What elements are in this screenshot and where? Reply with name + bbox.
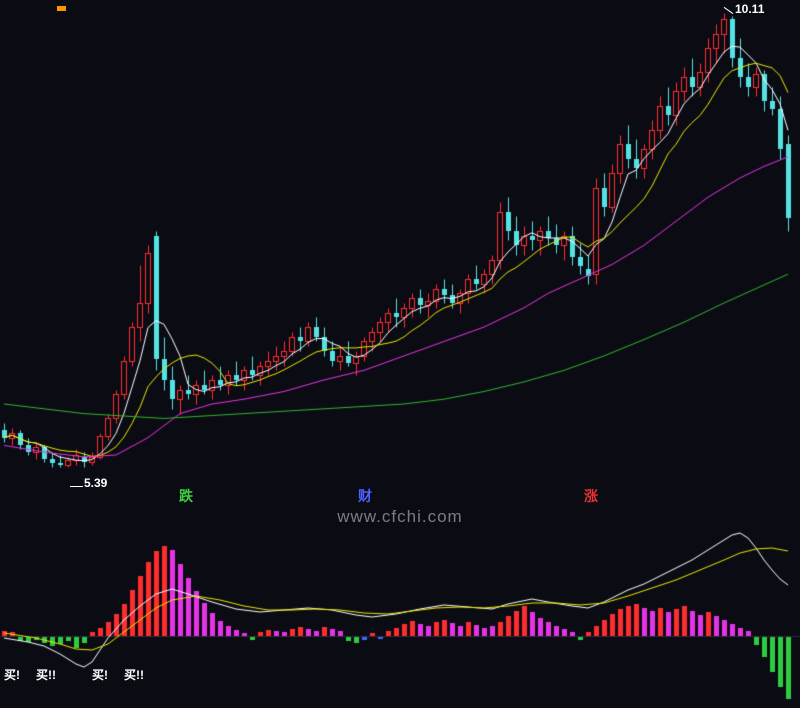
site-watermark: www.cfchi.com	[337, 507, 463, 526]
buy-signal-label: 买!	[4, 668, 20, 682]
tag-die: 跌	[179, 488, 193, 504]
macd-canvas[interactable]	[0, 528, 800, 708]
low-price-pointer	[70, 486, 83, 487]
tag-zhang: 涨	[584, 488, 598, 504]
buy-signal-label: 买!	[92, 668, 108, 682]
kline-canvas[interactable]	[0, 0, 800, 528]
buy-signal-label: 买!!	[36, 668, 56, 682]
high-price-label: 10.11	[735, 2, 765, 16]
buy-signal-label: 买!!	[124, 668, 144, 682]
low-price-label: 5.39	[84, 476, 108, 490]
corner-mark-icon	[57, 6, 66, 11]
tag-cai: 财	[358, 488, 372, 504]
